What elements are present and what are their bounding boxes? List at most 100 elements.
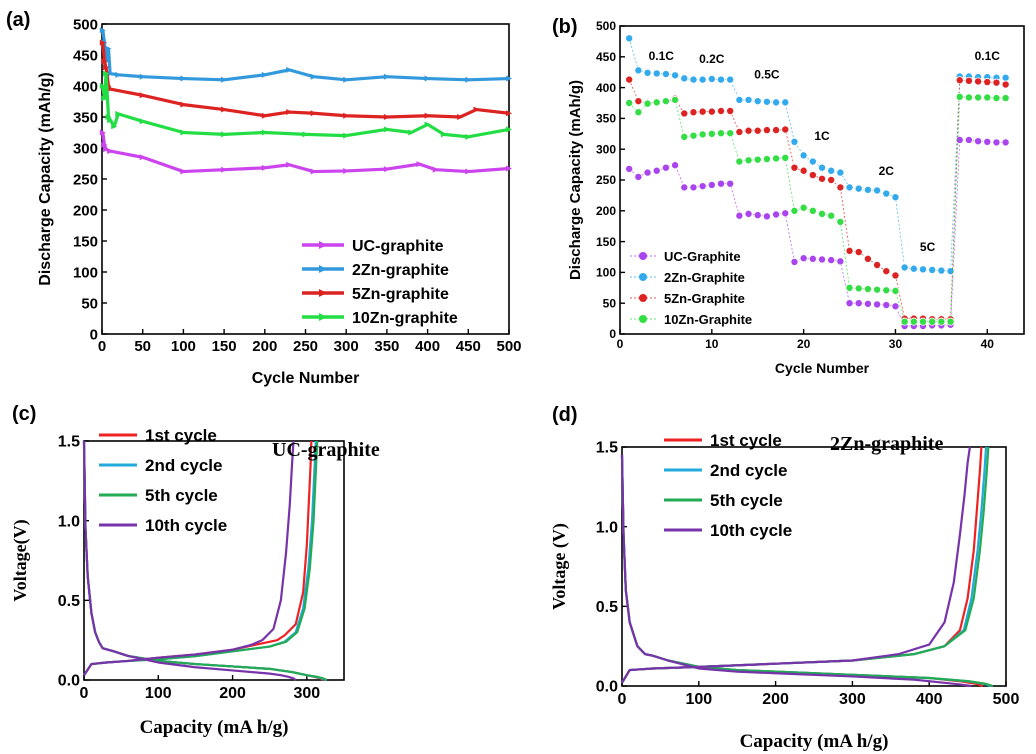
data-point xyxy=(707,74,716,83)
data-point xyxy=(836,183,845,192)
legend-label: 2Zn-graphite xyxy=(352,262,449,279)
data-point xyxy=(845,299,854,308)
data-point xyxy=(974,137,983,146)
series-connector-1 xyxy=(628,38,1006,272)
data-marker xyxy=(111,123,118,130)
data-marker xyxy=(440,131,447,138)
data-point xyxy=(992,138,1001,147)
data-point xyxy=(818,174,827,183)
y-tick-label: 0 xyxy=(90,326,98,343)
data-point xyxy=(845,183,854,192)
data-point xyxy=(698,182,707,191)
data-point xyxy=(790,163,799,172)
discharge-curve-0 xyxy=(82,440,324,681)
data-point xyxy=(689,183,698,192)
x-axis-label: Capacity (mA h/g) xyxy=(740,731,889,752)
data-point xyxy=(845,246,854,255)
y-tick-label: 50 xyxy=(603,296,617,310)
discharge-curve-2 xyxy=(620,454,994,688)
data-marker xyxy=(101,58,108,65)
data-marker xyxy=(286,109,293,116)
legend-label: 10th cycle xyxy=(145,516,227,535)
data-marker xyxy=(457,114,464,120)
data-marker xyxy=(99,129,106,136)
discharge-curve-3 xyxy=(82,440,297,681)
data-marker xyxy=(115,71,122,78)
x-tick-label: 400 xyxy=(916,691,943,708)
data-point xyxy=(717,179,726,188)
data-point xyxy=(827,175,836,184)
charge-curve-1 xyxy=(621,446,988,684)
data-marker xyxy=(465,133,472,140)
data-point xyxy=(735,95,744,104)
data-marker xyxy=(107,148,114,155)
data-marker xyxy=(103,64,110,71)
data-point xyxy=(625,75,634,84)
series-line-1 xyxy=(101,29,510,82)
data-point xyxy=(1001,138,1010,147)
charge-curve-3 xyxy=(621,446,971,684)
data-point xyxy=(634,108,643,117)
data-marker xyxy=(343,112,350,119)
panel-3: (d) 0 100 200 300 400 500 0.0 0.5 1.0 1.5 Capacity … xyxy=(549,404,1019,752)
data-point xyxy=(689,75,698,84)
data-point xyxy=(873,261,882,270)
data-point xyxy=(707,129,716,138)
x-axis-label: Cycle Number xyxy=(252,370,360,387)
data-point xyxy=(863,254,872,263)
y-tick-label: 0 xyxy=(609,327,616,341)
y-tick-label: 350 xyxy=(73,109,98,126)
data-point xyxy=(744,95,753,104)
data-point xyxy=(919,317,928,326)
data-point xyxy=(652,166,661,175)
data-point xyxy=(625,99,634,108)
data-marker xyxy=(302,131,309,138)
data-point xyxy=(891,286,900,295)
legend-marker xyxy=(319,289,327,297)
sample-annotation: 2Zn-graphite xyxy=(830,433,943,455)
y-tick-label: 1.0 xyxy=(596,519,618,536)
data-marker xyxy=(424,112,431,119)
data-marker xyxy=(506,126,512,133)
data-point xyxy=(744,209,753,218)
data-point xyxy=(854,248,863,257)
x-tick-label: 500 xyxy=(496,338,521,355)
data-point xyxy=(946,317,955,326)
data-point xyxy=(909,317,918,326)
data-point xyxy=(652,69,661,78)
data-marker xyxy=(139,118,146,125)
data-point xyxy=(753,126,762,135)
data-point xyxy=(671,95,680,104)
data-point xyxy=(992,78,1001,87)
legend-label: 10Zn-Graphite xyxy=(664,312,752,327)
data-point xyxy=(845,283,854,292)
data-point xyxy=(717,75,726,84)
data-point xyxy=(781,125,790,134)
data-marker xyxy=(105,114,112,120)
y-tick-label: 500 xyxy=(596,19,616,33)
data-point xyxy=(854,184,863,193)
data-point xyxy=(799,203,808,212)
y-tick-label: 400 xyxy=(596,81,616,95)
data-point xyxy=(955,92,964,101)
data-point xyxy=(808,206,817,215)
data-point xyxy=(799,254,808,263)
x-tick-label: 250 xyxy=(293,338,318,355)
legend-label: 10Zn-graphite xyxy=(352,310,458,327)
data-marker xyxy=(286,161,293,168)
data-point xyxy=(818,255,827,264)
x-tick-label: 30 xyxy=(889,337,903,351)
y-tick-label: 0.5 xyxy=(58,593,80,610)
legend-label: 5Zn-Graphite xyxy=(664,291,745,306)
x-tick-label: 40 xyxy=(981,337,995,351)
data-point xyxy=(854,299,863,308)
data-point xyxy=(634,172,643,181)
series-line-3 xyxy=(101,71,510,139)
data-point xyxy=(652,98,661,107)
data-point xyxy=(799,151,808,160)
data-point xyxy=(762,155,771,164)
x-tick-label: 0 xyxy=(98,338,106,355)
y-axis-label: Voltage(V) xyxy=(10,519,31,601)
y-tick-label: 400 xyxy=(73,78,98,95)
data-point xyxy=(818,209,827,218)
